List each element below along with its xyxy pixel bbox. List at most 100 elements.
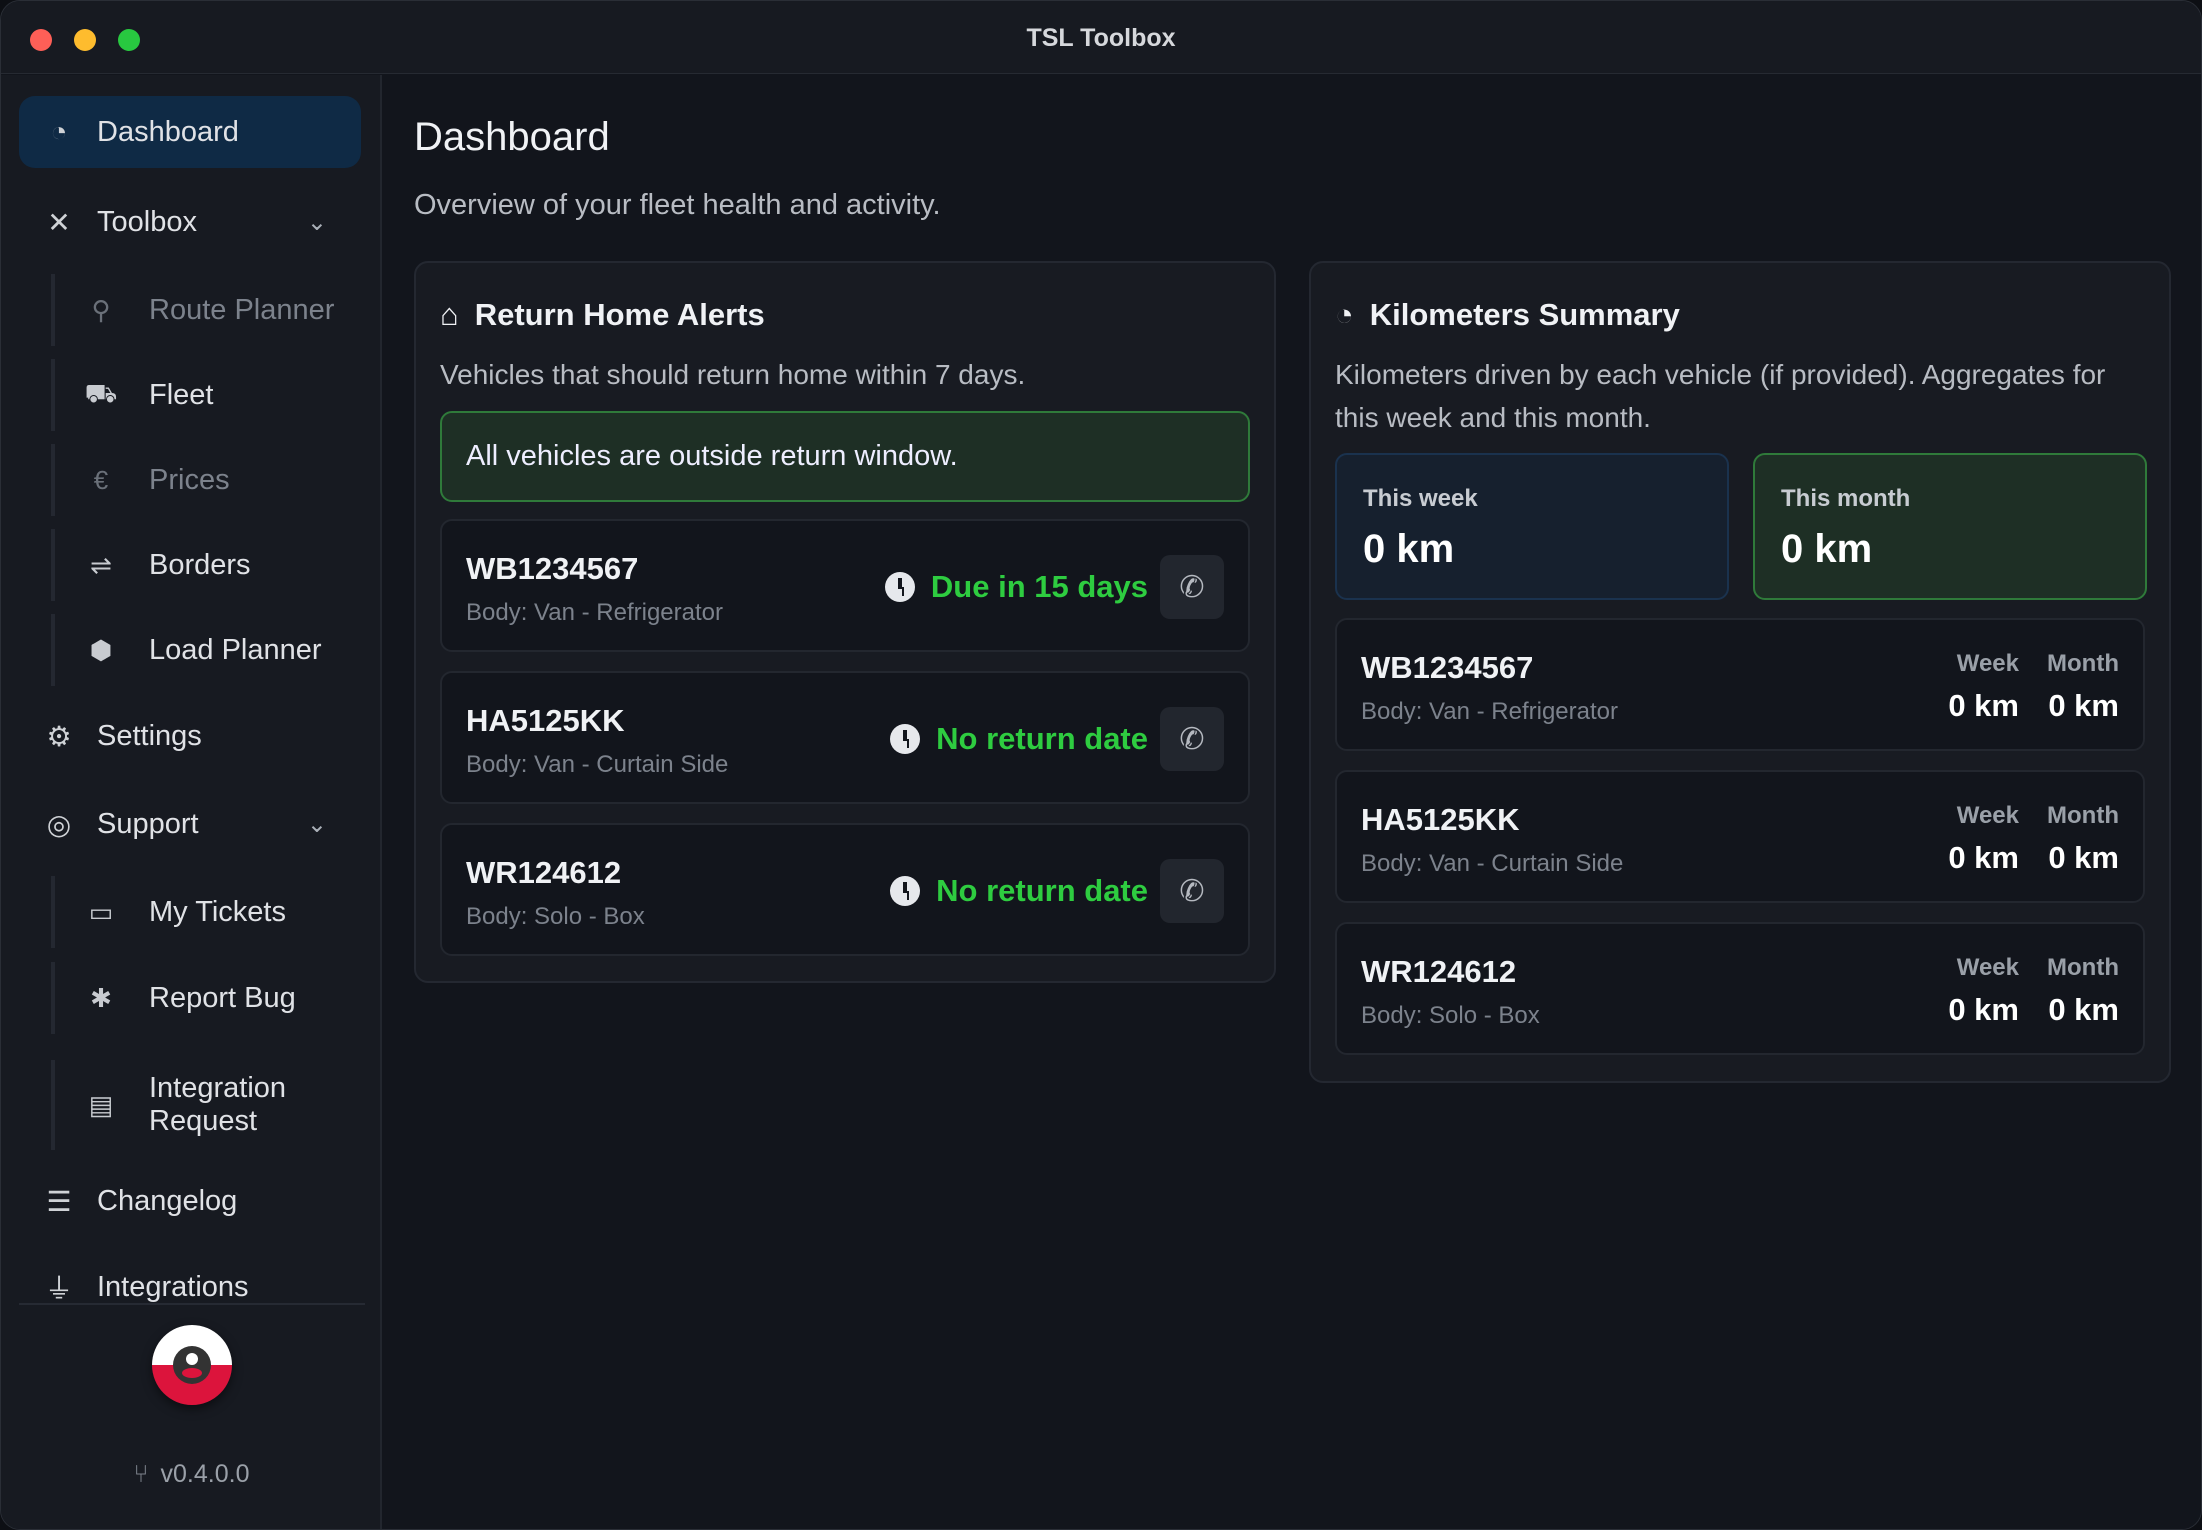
return-home-alerts-card: ⌂ Return Home Alerts Vehicles that should…	[414, 261, 1276, 983]
week-column: Week 0 km	[1948, 954, 2019, 1028]
minimize-window-button[interactable]	[74, 29, 96, 51]
week-column: Week 0 km	[1948, 802, 2019, 876]
branch-icon: ⑂	[133, 1460, 149, 1488]
tools-icon: ✕	[47, 206, 71, 238]
chevron-down-icon: ⌄	[306, 810, 327, 838]
sidebar-item-integration-request[interactable]: ▤ Integration Request	[51, 1060, 361, 1150]
month-km: 0 km	[2048, 840, 2119, 875]
sidebar-item-borders[interactable]: ⇌ Borders	[51, 529, 361, 601]
signpost-icon: ⇌	[90, 549, 112, 580]
sidebar-divider	[19, 1303, 365, 1305]
month-label: Month	[2047, 650, 2119, 677]
user-icon	[173, 1346, 211, 1384]
window-title: TSL Toolbox	[1026, 24, 1176, 52]
stat-value: 0 km	[1781, 527, 1873, 571]
plug-icon: ⏚	[44, 1273, 73, 1304]
due-status: No return date	[890, 721, 1148, 757]
status-alert: All vehicles are outside return window.	[440, 411, 1250, 502]
month-column: Month 0 km	[2047, 802, 2119, 876]
sidebar-item-integrations[interactable]: ⏚ Integrations	[19, 1251, 361, 1323]
vehicle-body: Body: Solo - Box	[1361, 1002, 1540, 1029]
sidebar-item-prices[interactable]: € Prices	[51, 444, 361, 516]
sidebar-item-changelog[interactable]: ☰ Changelog	[19, 1165, 361, 1237]
month-column: Month 0 km	[2047, 650, 2119, 724]
sidebar-item-label: Support	[97, 807, 199, 840]
month-km: 0 km	[2048, 992, 2119, 1027]
close-window-button[interactable]	[30, 29, 52, 51]
sidebar-item-label: Integration Request	[149, 1072, 287, 1137]
call-button[interactable]: ✆	[1160, 859, 1224, 923]
truck-icon: ⛟	[84, 377, 118, 408]
alert-vehicle-row[interactable]: HA5125KK Body: Van - Curtain Side No ret…	[440, 671, 1250, 804]
sidebar-item-report-bug[interactable]: ✱ Report Bug	[51, 962, 361, 1034]
kilometers-summary-card: ◔ Kilometers Summary Kilometers driven by…	[1309, 261, 2171, 1083]
vehicle-plate: WR124612	[466, 855, 622, 890]
sidebar-item-label: Report Bug	[149, 981, 296, 1014]
alert-vehicle-row[interactable]: WB1234567 Body: Van - Refrigerator Due i…	[440, 519, 1250, 652]
week-km: 0 km	[1948, 992, 2019, 1027]
sidebar-item-label: Load Planner	[149, 633, 322, 666]
route-icon: ⚲	[91, 294, 111, 325]
euro-icon: €	[93, 464, 109, 495]
app-version: ⑂ v0.4.0.0	[1, 1460, 382, 1489]
week-label: Week	[1956, 650, 2019, 677]
sidebar-item-my-tickets[interactable]: ▭ My Tickets	[51, 876, 361, 948]
vehicle-plate: WB1234567	[466, 551, 639, 586]
title-bar: TSL Toolbox	[1, 1, 2201, 74]
vehicle-plate: WR124612	[1361, 954, 1517, 989]
sidebar-item-label: Dashboard	[97, 115, 239, 148]
list-icon: ☰	[46, 1185, 72, 1217]
clock-icon	[890, 724, 921, 754]
phone-icon: ✆	[1179, 722, 1205, 756]
sidebar-item-settings[interactable]: ⚙ Settings	[19, 700, 361, 772]
gauge-icon: ◔	[1335, 297, 1354, 332]
card-title: Return Home Alerts	[474, 297, 765, 332]
clock-icon	[890, 876, 921, 906]
sidebar-item-label: My Tickets	[149, 895, 286, 928]
home-icon: ⌂	[440, 297, 459, 332]
avatar[interactable]	[152, 1325, 232, 1405]
vehicle-plate: HA5125KK	[466, 703, 625, 738]
page-title: Dashboard	[414, 115, 610, 159]
call-button[interactable]: ✆	[1160, 555, 1224, 619]
lifering-icon: ◎	[46, 808, 72, 840]
page-subtitle: Overview of your fleet health and activi…	[414, 189, 941, 221]
km-vehicle-row: WR124612 Body: Solo - Box Week 0 km Month…	[1335, 922, 2145, 1055]
vehicle-body: Body: Van - Refrigerator	[1361, 698, 1619, 725]
clock-icon	[884, 572, 915, 602]
sidebar-item-load-planner[interactable]: ⬢ Load Planner	[51, 614, 361, 686]
vehicle-body: Body: Solo - Box	[466, 903, 645, 930]
sidebar-item-label: Prices	[149, 463, 230, 496]
file-icon: ▤	[88, 1089, 114, 1120]
sidebar-item-dashboard[interactable]: ◔ Dashboard	[19, 96, 361, 168]
week-label: Week	[1956, 954, 2019, 981]
sidebar-item-route-planner[interactable]: ⚲ Route Planner	[51, 274, 361, 346]
sidebar-item-support[interactable]: ◎ Support ⌄	[19, 788, 361, 860]
month-label: Month	[2047, 802, 2119, 829]
card-description: Vehicles that should return home within …	[440, 359, 1026, 390]
maximize-window-button[interactable]	[118, 29, 140, 51]
week-km: 0 km	[1948, 688, 2019, 723]
bug-icon: ✱	[90, 982, 112, 1013]
week-label: Week	[1956, 802, 2019, 829]
version-text: v0.4.0.0	[160, 1460, 250, 1488]
sidebar-item-fleet[interactable]: ⛟ Fleet	[51, 359, 361, 431]
phone-icon: ✆	[1179, 874, 1205, 908]
stat-value: 0 km	[1363, 527, 1455, 571]
call-button[interactable]: ✆	[1160, 707, 1224, 771]
sidebar-item-label: Fleet	[149, 378, 214, 411]
card-title: Kilometers Summary	[1369, 297, 1680, 332]
sidebar-item-toolbox[interactable]: ✕ Toolbox ⌄	[19, 186, 361, 258]
gauge-icon: ◔	[50, 116, 68, 147]
week-km: 0 km	[1948, 840, 2019, 875]
km-vehicle-row: WB1234567 Body: Van - Refrigerator Week 0…	[1335, 618, 2145, 751]
month-label: Month	[2047, 954, 2119, 981]
stat-label: This week	[1363, 485, 1478, 512]
sidebar-item-label: Settings	[97, 719, 202, 752]
ticket-icon: ▭	[88, 896, 114, 927]
vehicle-plate: WB1234567	[1361, 650, 1534, 685]
alert-vehicle-row[interactable]: WR124612 Body: Solo - Box No return date…	[440, 823, 1250, 956]
week-column: Week 0 km	[1948, 650, 2019, 724]
sidebar-item-label: Route Planner	[149, 293, 335, 326]
